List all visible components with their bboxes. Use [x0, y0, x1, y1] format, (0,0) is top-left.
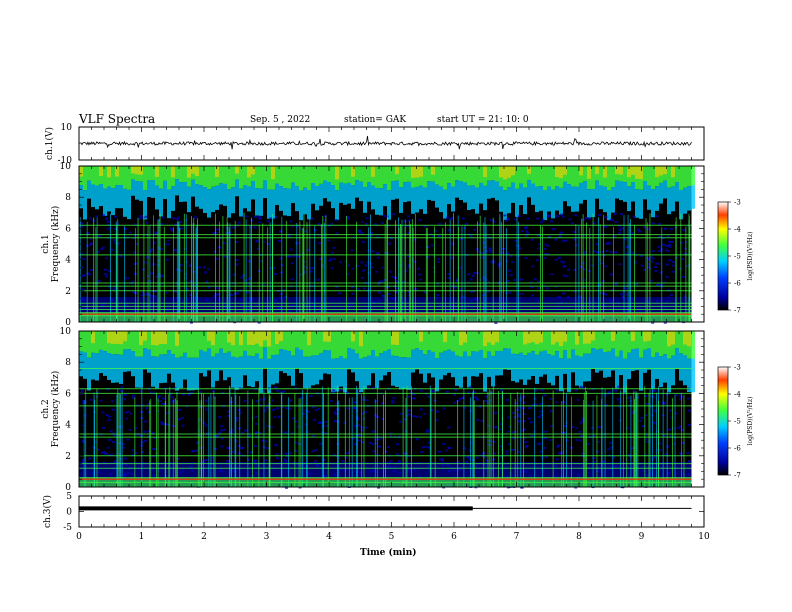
- ch1-spectrogram-colorbar: [717, 201, 729, 311]
- ch3-ytick-0: 0: [66, 508, 72, 518]
- ch3-ytick--5: -5: [63, 523, 72, 533]
- ch1-spectrogram-colorbar-label: log(PSD)(V²/Hz): [747, 232, 754, 281]
- x-tick-3: 3: [264, 532, 270, 542]
- x-tick-4: 4: [326, 532, 332, 542]
- x-tick-7: 7: [514, 532, 520, 542]
- ch2-spectrogram-colorbar: [717, 366, 729, 476]
- ch2-spectrogram-colorbar-tick--3: -3: [734, 364, 741, 372]
- ch1-spectrogram-ylabel-frequency: Frequency (kHz): [50, 206, 61, 283]
- x-axis-label: Time (min): [360, 548, 417, 558]
- ch1-spectrogram-ytick-10: 10: [60, 162, 72, 172]
- x-tick-9: 9: [639, 532, 645, 542]
- x-tick-6: 6: [451, 532, 457, 542]
- ch1-spectrogram-colorbar-tick--7: -7: [734, 307, 741, 315]
- ch1-spectrogram-ytick-8: 8: [65, 193, 71, 203]
- ch2-spectrogram-ylabel-frequency: Frequency (kHz): [50, 371, 61, 448]
- ch2-spectrogram-ytick-8: 8: [65, 358, 71, 368]
- x-tick-1: 1: [139, 532, 145, 542]
- x-tick-8: 8: [576, 532, 582, 542]
- x-tick-10: 10: [698, 532, 710, 542]
- ch2-spectrogram-colorbar-tick--7: -7: [734, 472, 741, 480]
- x-tick-0: 0: [76, 532, 82, 542]
- ch2-spectrogram-ytick-2: 2: [65, 452, 71, 462]
- x-tick-5: 5: [389, 532, 395, 542]
- ch1-ylabel: ch.1(V): [44, 127, 55, 160]
- ch2-spectrogram-ytick-10: 10: [60, 327, 72, 337]
- ch2-spectrogram-ytick-4: 4: [65, 421, 71, 431]
- ch1-spectrogram-colorbar-tick--6: -6: [734, 280, 741, 288]
- ch1-spectrogram-ytick-6: 6: [65, 224, 71, 234]
- ch1-spectrogram-ytick-2: 2: [65, 287, 71, 297]
- station-label: station= GAK: [344, 115, 407, 125]
- ch2-spectrogram-ytick-6: 6: [65, 389, 71, 399]
- ch1-spectrogram-ylabel-channel: ch.1: [41, 234, 51, 253]
- ch2-spectrogram-colorbar-label: log(PSD)(V²/Hz): [747, 397, 754, 446]
- ch2-spectrogram-colorbar-tick--5: -5: [734, 418, 741, 426]
- ch3-ylabel: ch.3(V): [42, 495, 53, 528]
- ch1-spectrogram-ytick-4: 4: [65, 256, 71, 266]
- ch2-spectrogram-ytick-0: 0: [65, 483, 71, 493]
- ch1-ytick-10: 10: [61, 123, 73, 133]
- ch3-ytick-5: 5: [66, 492, 72, 502]
- figure-title: VLF Spectra: [79, 112, 156, 126]
- x-tick-2: 2: [201, 532, 207, 542]
- ch2-spectrogram-colorbar-tick--6: -6: [734, 445, 741, 453]
- ch2-spectrogram-ylabel-channel: ch.2: [41, 399, 51, 418]
- ch2-spectrogram-colorbar-tick--4: -4: [734, 391, 741, 399]
- start-time-label: start UT = 21: 10: 0: [437, 115, 529, 125]
- ch1-spectrogram-colorbar-tick--4: -4: [734, 226, 741, 234]
- ch1-waveform-trace: [78, 135, 692, 150]
- ch1-spectrogram-colorbar-tick--3: -3: [734, 199, 741, 207]
- date-label: Sep. 5 , 2022: [250, 115, 311, 125]
- ch1-spectrogram-colorbar-tick--5: -5: [734, 253, 741, 261]
- ch1-spectrogram-ytick-0: 0: [65, 318, 71, 328]
- ch1-ytick--10: -10: [58, 156, 73, 166]
